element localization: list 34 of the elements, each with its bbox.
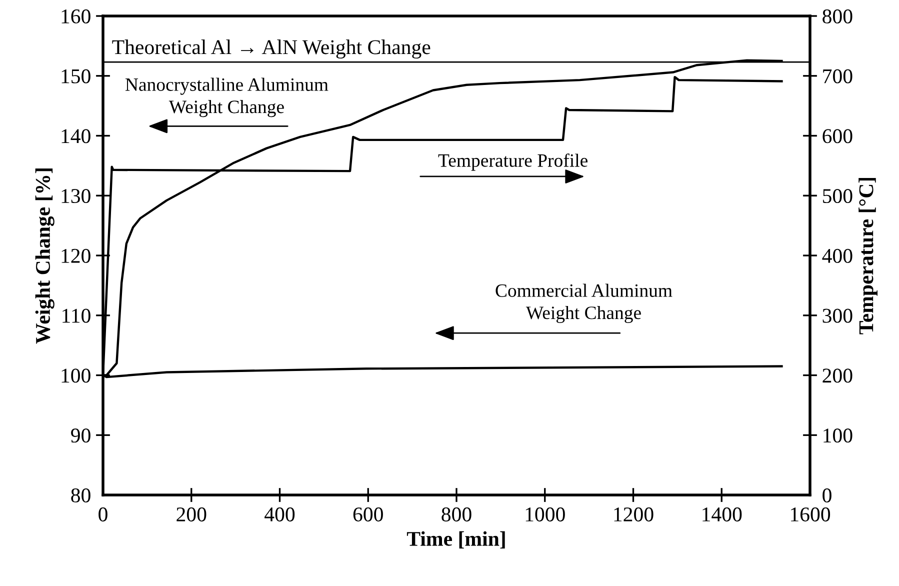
- y-tick-label: 110: [62, 308, 90, 323]
- x-tick-label: 0: [98, 507, 108, 522]
- y2-tick-label: 0: [822, 488, 832, 502]
- y-tick-label: 140: [62, 129, 90, 144]
- y2-tick-label: 300: [822, 308, 852, 323]
- x-tick-label: 800: [442, 507, 472, 522]
- annotation: Commercial Aluminum Weight Change: [496, 284, 672, 324]
- x-tick-label: 400: [264, 507, 295, 522]
- x-tick-label: 1200: [614, 507, 654, 522]
- x-tick-label: 1600: [791, 507, 830, 522]
- y-tick-label: 150: [62, 69, 90, 84]
- y2-tick-label: 500: [823, 189, 852, 204]
- annotation: Temperature Profile: [438, 154, 588, 171]
- y2-tick-label: 700: [823, 69, 852, 84]
- x-tick-label: 600: [353, 507, 383, 522]
- y2-axis-title: Temperature [°C]: [858, 178, 878, 334]
- y2-tick-label: 200: [822, 368, 852, 383]
- y-tick-label: 80: [71, 488, 90, 502]
- y-tick-label: 120: [62, 248, 90, 263]
- y-axis-title: Weight Change [%]: [35, 168, 54, 344]
- y-tick-label: 160: [62, 9, 90, 24]
- x-tick-label: 1000: [526, 507, 565, 522]
- y-tick-label: 130: [62, 189, 90, 204]
- y2-tick-label: 100: [824, 428, 852, 443]
- y-tick-label: 90: [71, 428, 90, 443]
- annotation: Nanocrystalline Aluminum Weight Change: [125, 78, 328, 118]
- y2-tick-label: 600: [822, 129, 852, 144]
- y-tick-label: 100: [62, 368, 90, 383]
- x-axis-title: Time [min]: [406, 531, 505, 548]
- x-tick-label: 200: [176, 507, 206, 522]
- x-tick-label: 1400: [702, 507, 742, 522]
- y2-tick-label: 800: [822, 9, 852, 24]
- ref-line-label: Theoretical Al → AlN Weight Change: [112, 40, 430, 59]
- y2-tick-label: 400: [822, 248, 852, 263]
